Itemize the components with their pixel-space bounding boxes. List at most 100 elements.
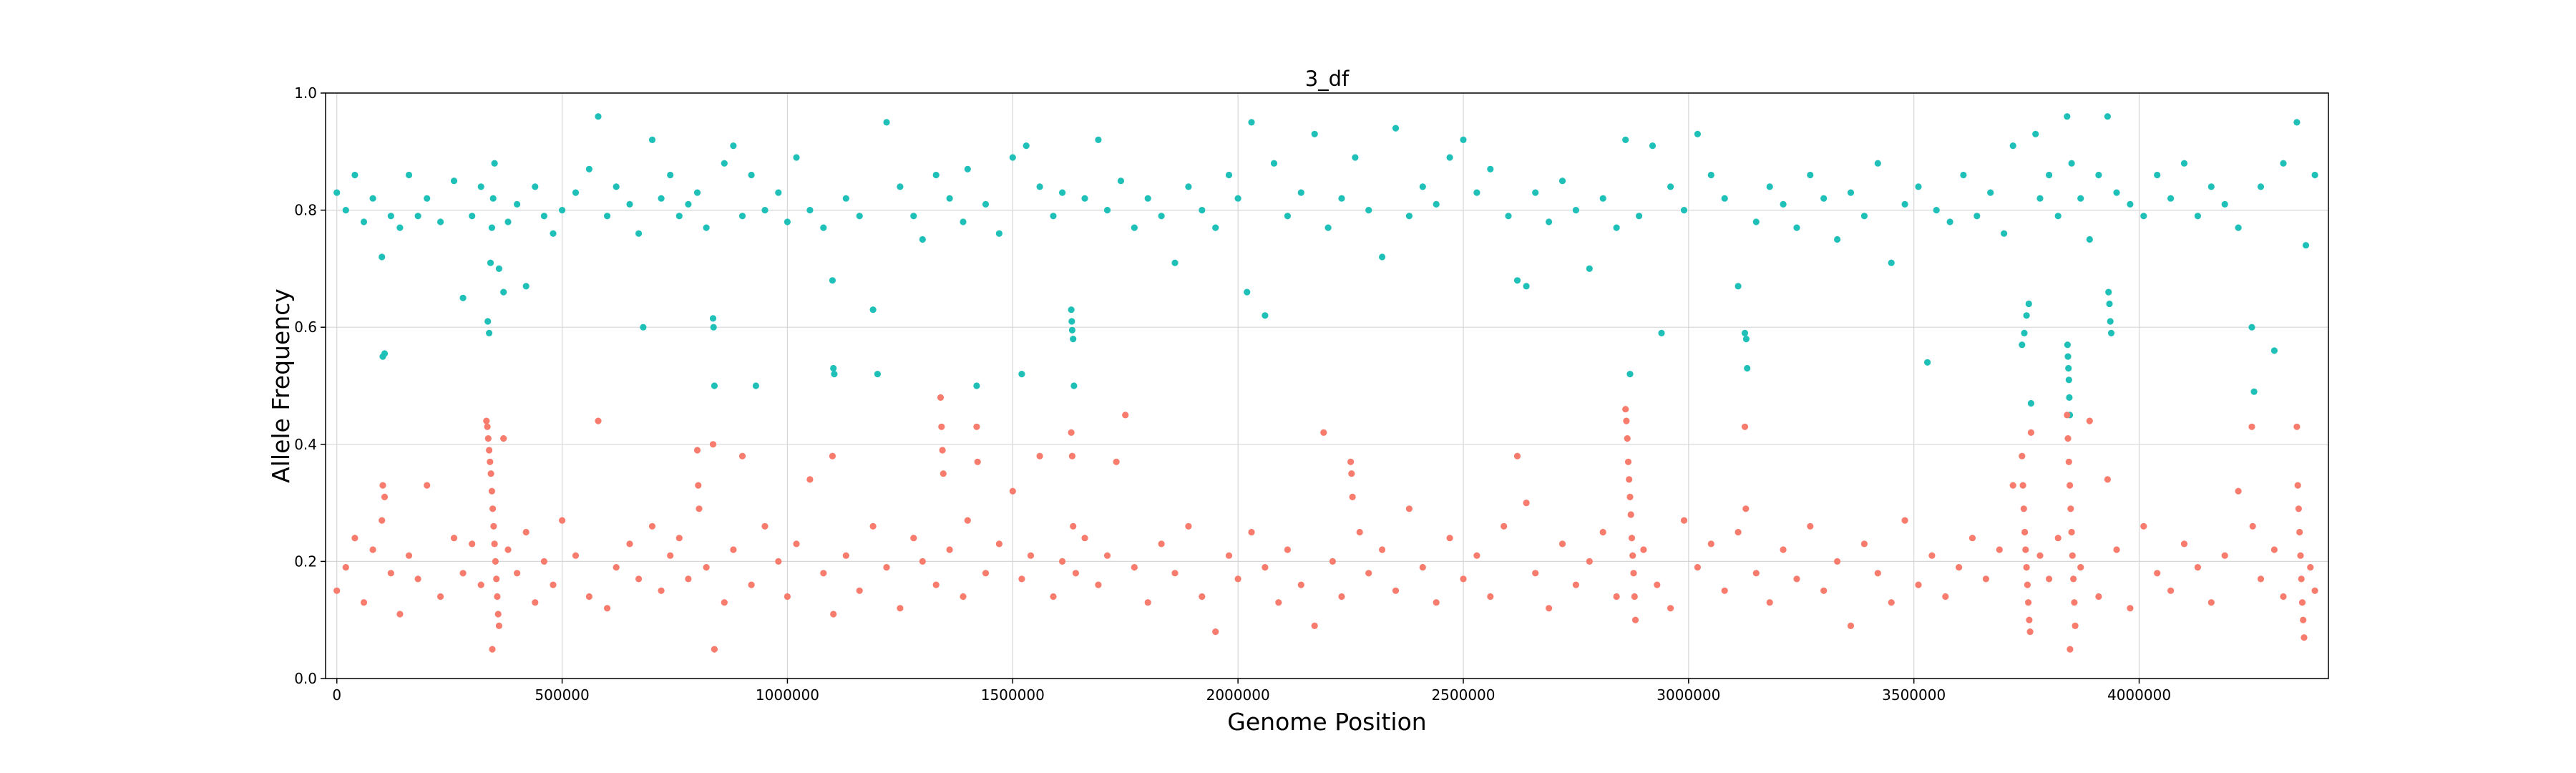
data-point [1347, 458, 1355, 465]
data-point [1901, 200, 1908, 208]
data-point [1807, 522, 1814, 530]
data-point [730, 142, 737, 150]
data-point [572, 189, 580, 196]
x-tick-label: 4000000 [2107, 686, 2171, 704]
x-axis-label: Genome Position [1227, 708, 1426, 736]
data-point [2127, 200, 2134, 208]
data-point [1356, 528, 1363, 536]
data-point [2257, 575, 2265, 583]
data-point [1586, 558, 1593, 565]
data-point [459, 294, 467, 301]
data-point [2032, 130, 2039, 137]
data-point [424, 482, 431, 489]
y-tick-label: 0.0 [294, 670, 317, 687]
data-point [2068, 160, 2075, 167]
data-point [1487, 165, 1494, 172]
data-point [1888, 599, 1895, 606]
data-point [982, 570, 990, 577]
data-point [2302, 242, 2310, 249]
data-point [2180, 540, 2188, 548]
data-point [695, 482, 702, 489]
data-point [1860, 213, 1868, 220]
data-point [1626, 371, 1634, 378]
data-point [1631, 616, 1639, 623]
data-point [488, 224, 496, 231]
data-point [1009, 487, 1016, 495]
data-point [1199, 207, 1206, 214]
data-point [937, 394, 945, 402]
data-point [1379, 253, 1386, 261]
data-point [1707, 540, 1714, 548]
data-point [2025, 300, 2032, 308]
data-point [2248, 324, 2255, 331]
data-point [2026, 628, 2034, 636]
data-point [2054, 535, 2062, 542]
data-point [2270, 546, 2278, 553]
data-point [869, 306, 877, 313]
data-point [1068, 306, 1075, 313]
data-point [2067, 482, 2074, 489]
data-point [2249, 522, 2256, 530]
data-point [1622, 136, 1629, 143]
data-point [550, 230, 557, 237]
data-point [396, 611, 404, 618]
data-point [2250, 388, 2258, 395]
data-point [1284, 213, 1291, 220]
data-point [973, 423, 980, 430]
data-points [333, 113, 2318, 653]
data-point [333, 189, 341, 196]
data-point [514, 200, 521, 208]
data-point [2207, 599, 2215, 606]
data-point [2280, 593, 2287, 601]
data-point [522, 528, 530, 536]
data-point [387, 570, 394, 577]
data-point [648, 136, 656, 143]
x-tick-label: 0 [332, 686, 341, 704]
data-point [572, 552, 580, 559]
data-point [491, 540, 498, 548]
data-point [973, 382, 980, 389]
data-point [761, 522, 769, 530]
data-point [1070, 522, 1077, 530]
data-point [2022, 546, 2029, 553]
data-point [1626, 476, 1633, 483]
data-point [1338, 593, 1345, 601]
data-point [995, 230, 1002, 237]
data-point [1068, 318, 1075, 325]
data-point [995, 540, 1002, 548]
data-point [748, 171, 755, 179]
data-point [2154, 171, 2161, 179]
data-point [2293, 423, 2301, 430]
data-point [964, 517, 971, 524]
data-point [1793, 575, 1800, 583]
data-point [1487, 593, 1494, 601]
data-point [2021, 528, 2029, 536]
data-point [342, 207, 349, 214]
data-point [897, 605, 904, 612]
data-point [2009, 142, 2016, 150]
data-point [820, 224, 827, 231]
data-point [1460, 575, 1467, 583]
data-point [493, 575, 500, 583]
data-point [491, 160, 498, 167]
x-tick-label: 1000000 [756, 686, 819, 704]
data-point [1974, 213, 1981, 220]
data-point [1630, 570, 1637, 577]
data-point [2064, 341, 2071, 349]
y-tick-label: 0.2 [294, 553, 317, 570]
data-point [693, 189, 701, 196]
data-point [2270, 347, 2278, 354]
data-point [1532, 189, 1539, 196]
data-point [2095, 593, 2102, 601]
data-point [1171, 259, 1179, 266]
data-point [793, 154, 800, 161]
data-point [487, 458, 494, 465]
data-point [2180, 160, 2188, 167]
data-point [1131, 224, 1138, 231]
data-point [626, 200, 633, 208]
data-point [1036, 183, 1043, 190]
data-point [492, 558, 499, 565]
x-tick-label: 500000 [535, 686, 589, 704]
y-tick-label: 0.8 [294, 202, 317, 219]
data-point [1446, 154, 1453, 161]
